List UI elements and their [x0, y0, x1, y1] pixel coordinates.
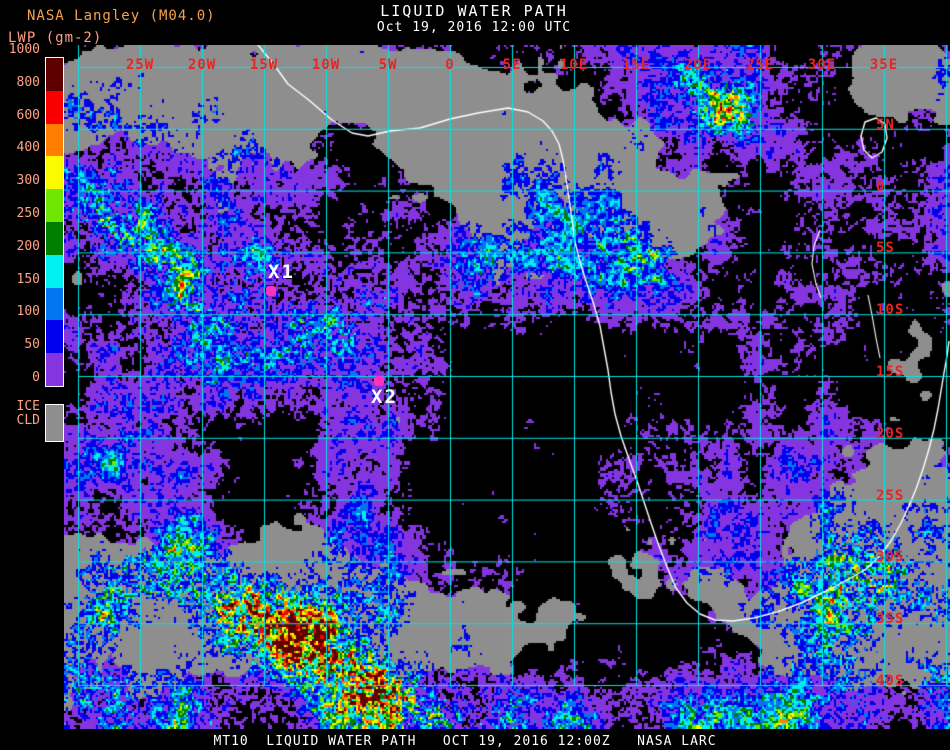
latitude-label: 35S [876, 611, 905, 628]
marker-dot-x1 [266, 286, 276, 296]
ice-cloud-swatch [45, 404, 64, 442]
scale-tick-label: 400 [16, 140, 40, 156]
longitude-label: 10W [311, 57, 341, 73]
latitude-label: 20S [876, 425, 905, 442]
longitude-label: 10E [559, 57, 589, 73]
longitude-label: 15E [621, 57, 651, 73]
source-label: NASA Langley (M04.0) [27, 8, 216, 24]
longitude-label: 25W [125, 57, 155, 73]
latitude-label: 5N [876, 116, 895, 133]
latitude-label: 15S [876, 364, 905, 380]
scale-segment [46, 320, 63, 354]
latitude-label: 0 [876, 178, 886, 195]
ice-cloud-label: ICE CLD [16, 399, 40, 428]
satellite-lwp-map [64, 45, 950, 729]
marker-label-x1: X1 [268, 261, 295, 283]
scale-segment [46, 221, 63, 255]
scale-segment [46, 156, 63, 190]
longitude-label: 30E [807, 57, 837, 73]
variable-label: LWP (gm-2) [8, 30, 103, 46]
scale-tick-label: 200 [16, 238, 40, 254]
latitude-label: 5S [876, 240, 895, 257]
latitude-label: 40S [876, 673, 905, 689]
scale-segment [46, 189, 63, 222]
color-scale-bar [45, 57, 64, 387]
timestamp: Oct 19, 2016 12:00 UTC [376, 20, 572, 35]
page-title: LIQUID WATER PATH [380, 2, 568, 20]
marker-label-x2: X2 [371, 386, 398, 408]
scale-segment [46, 58, 63, 91]
longitude-label: 20W [187, 57, 217, 73]
scale-tick-label: 800 [16, 74, 40, 90]
latitude-label: 25S [876, 487, 905, 504]
scale-segment [46, 123, 63, 157]
longitude-label: 15W [249, 57, 279, 73]
scale-segment [46, 254, 63, 288]
longitude-label: 35E [869, 57, 899, 73]
scale-tick-label: 50 [24, 337, 40, 353]
latitude-label: 30S [876, 549, 905, 566]
scale-tick-label: 1000 [8, 42, 40, 57]
longitude-label: 20E [683, 57, 713, 73]
scale-tick-label: 300 [16, 173, 40, 189]
scale-tick-label: 0 [32, 370, 40, 385]
scale-segment [46, 353, 63, 386]
longitude-label: 5E [502, 57, 522, 73]
scale-tick-label: 150 [16, 271, 40, 287]
scale-segment [46, 90, 63, 124]
scale-tick-label: 600 [16, 107, 40, 123]
latitude-label: 10S [876, 302, 905, 319]
marker-dot-x2 [374, 376, 384, 386]
scale-tick-label: 250 [16, 206, 40, 221]
longitude-label: 25E [745, 57, 775, 73]
longitude-label: 5W [378, 57, 398, 73]
footer-text: MT10 LIQUID WATER PATH OCT 19, 2016 12:0… [213, 734, 717, 749]
header: LIQUID WATER PATH Oct 19, 2016 12:00 UTC [0, 2, 948, 36]
footer-bar: MT10 LIQUID WATER PATH OCT 19, 2016 12:0… [0, 730, 950, 750]
longitude-label: 0 [445, 57, 455, 73]
scale-tick-label: 100 [16, 304, 40, 320]
scale-segment [46, 287, 63, 321]
